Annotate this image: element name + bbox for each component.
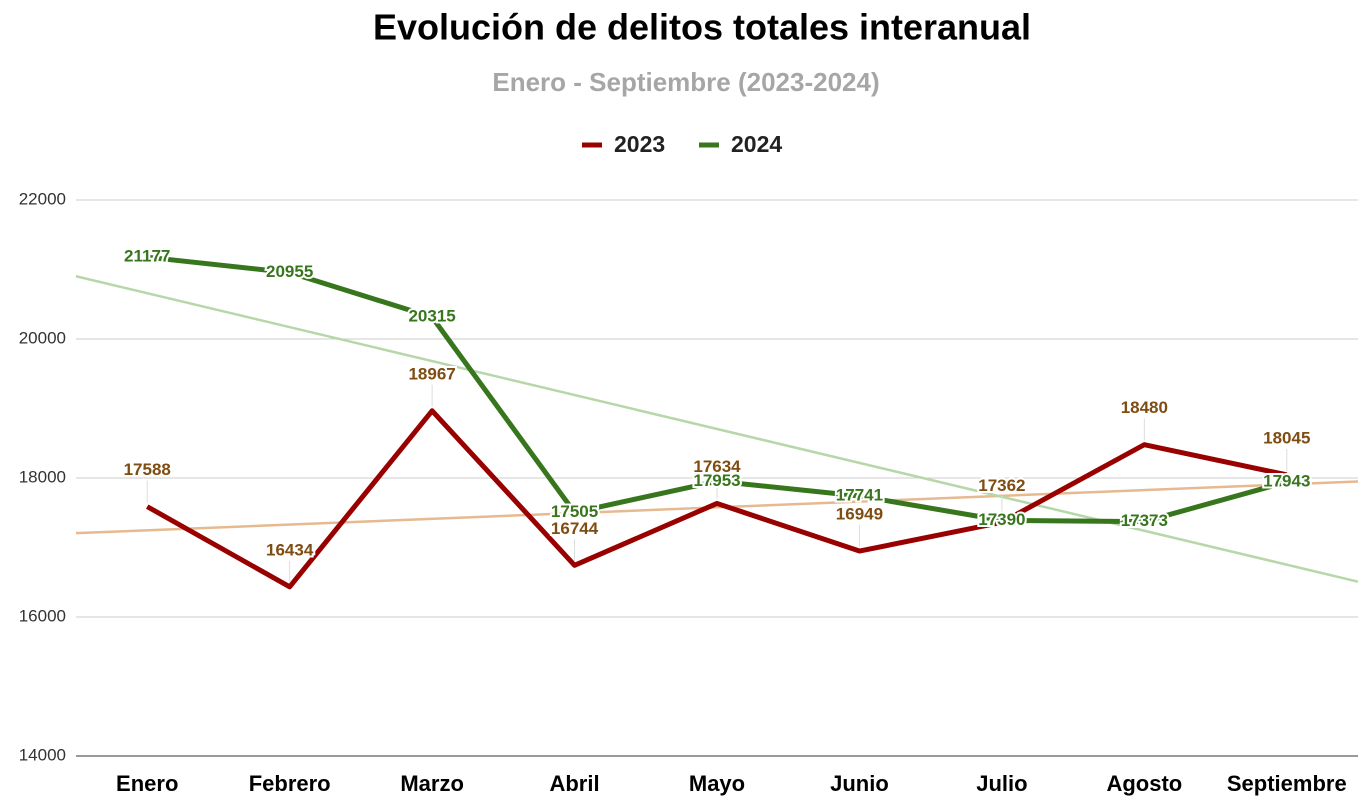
trendline (75, 480, 1359, 535)
data-label: 17362 (978, 476, 1025, 495)
trendline (75, 275, 1359, 583)
y-tick-label: 22000 (19, 189, 66, 208)
x-tick-label: Agosto (1106, 771, 1182, 796)
data-label: 17634 (693, 457, 741, 476)
y-tick-label: 16000 (19, 606, 66, 625)
legend-item: 2024 (699, 131, 782, 157)
y-tick-label: 20000 (19, 328, 66, 347)
data-label: 18045 (1263, 428, 1310, 447)
x-tick-label: Mayo (689, 771, 745, 796)
grid: 14000 16000 18000 20000 22000 Enero Febrero Mar… (19, 189, 1358, 796)
y-tick-label: 18000 (19, 467, 66, 486)
series-line (145, 408, 1288, 590)
data-label: 17588 (124, 460, 171, 479)
data-label: 18480 (1121, 398, 1168, 417)
data-label: 16744 (551, 519, 599, 538)
data-label: 20955 (266, 262, 313, 281)
y-tick-label: 14000 (19, 745, 66, 764)
x-tick-label: Julio (976, 771, 1027, 796)
x-tick-label: Marzo (400, 771, 464, 796)
trendlines (75, 275, 1359, 583)
data-label: 17943 (1263, 471, 1310, 490)
data-label: 18967 (408, 364, 455, 383)
data-labels: 17588 16434 18967 16744 17634 16949 17362 18480… (122, 245, 1312, 583)
data-label: 17390 (978, 510, 1025, 529)
x-tick-label: Junio (830, 771, 889, 796)
data-label: 20315 (408, 307, 455, 326)
data-label: 21177 (124, 247, 170, 266)
legend-label: 2023 (614, 131, 665, 157)
x-tick-label: Febrero (249, 771, 331, 796)
chart-subtitle: Enero - Septiembre (2023-2024) (492, 67, 879, 97)
x-tick-label: Septiembre (1227, 771, 1347, 796)
data-label: 16949 (836, 505, 883, 524)
legend-label: 2024 (731, 131, 782, 157)
legend-item: 2023 (582, 131, 665, 157)
data-label: 17953 (693, 471, 740, 490)
data-label: 16434 (266, 540, 314, 559)
data-label: 17505 (551, 502, 598, 521)
x-tick-label: Abril (549, 771, 599, 796)
data-label: 17741 (836, 485, 883, 504)
x-tick-label: Enero (116, 771, 178, 796)
chart-title: Evolución de delitos totales interanual (373, 7, 1031, 48)
data-label: 17373 (1121, 511, 1168, 530)
lines (145, 254, 1288, 590)
